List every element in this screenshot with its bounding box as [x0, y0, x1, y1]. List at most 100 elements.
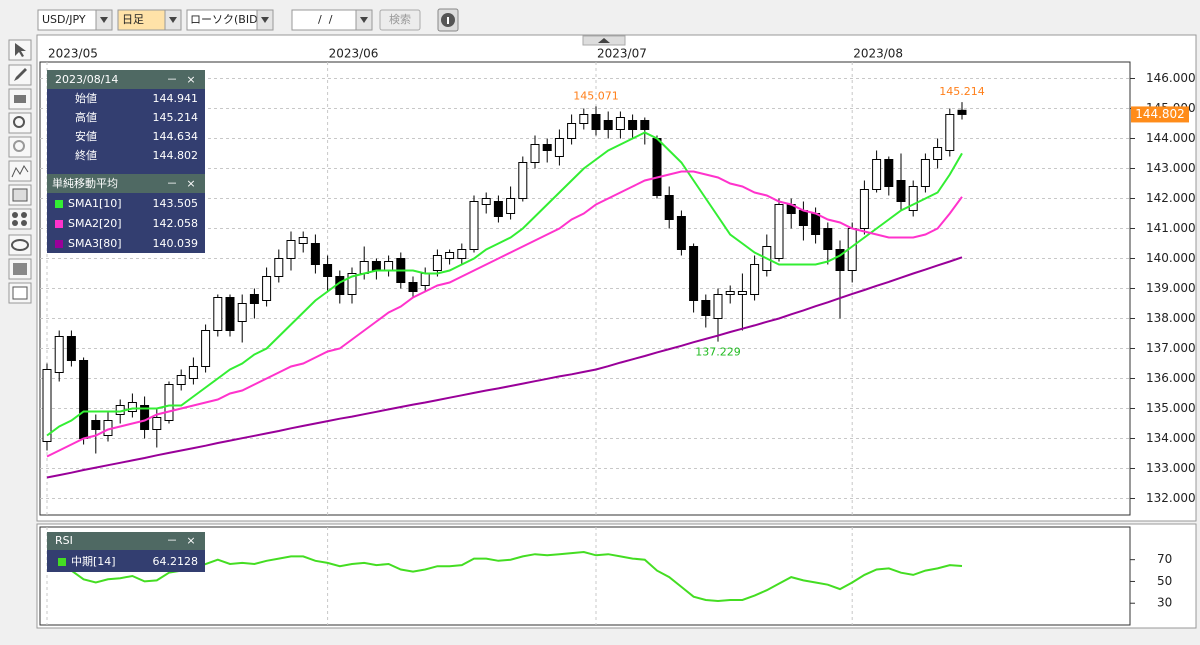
panel-header — [47, 174, 205, 193]
series-line — [46, 131, 963, 437]
minimize-button[interactable]: － — [167, 73, 178, 86]
candle-body — [859, 189, 869, 229]
rsi-info-panel: RSI － × 中期[14] 64.2128 — [47, 532, 205, 572]
icon — [11, 165, 29, 178]
icon — [13, 116, 25, 128]
close-button[interactable]: × — [186, 534, 195, 547]
ohlc-value: 144.802 — [153, 149, 199, 162]
tool-button[interactable] — [8, 112, 32, 134]
candle-body — [493, 201, 503, 217]
tool-icons — [11, 43, 29, 300]
candle-body — [91, 420, 101, 430]
legend-swatch — [58, 558, 66, 566]
tool-button[interactable] — [8, 234, 32, 256]
candle-body — [933, 147, 943, 160]
candle-body — [310, 243, 320, 265]
icon — [15, 43, 26, 57]
close-button[interactable]: × — [186, 177, 195, 190]
candle-body — [274, 258, 284, 277]
tool-button[interactable] — [8, 208, 32, 230]
y-tick-label: 30 — [1157, 596, 1172, 610]
candle-body — [872, 159, 882, 190]
dropdown-arrow — [169, 17, 177, 23]
candle-body — [908, 186, 918, 211]
y-tick-label: 134.000 — [1146, 431, 1196, 445]
candle-body — [457, 249, 467, 259]
legend-name: SMA1[10] — [68, 197, 122, 210]
icon — [13, 140, 25, 152]
plot: 146.000145.000144.000143.000142.000141.0… — [40, 47, 1196, 625]
symbol: USD/JPY — [42, 13, 86, 26]
candle-body — [469, 201, 479, 250]
timeframe: 日足 — [122, 13, 144, 26]
legend-swatch — [55, 240, 63, 248]
legend-name: 中期[14] — [71, 555, 116, 568]
candle-body — [506, 198, 516, 214]
minimize-button[interactable]: － — [167, 177, 178, 190]
legend-name: SMA2[20] — [68, 217, 122, 230]
sma-title: 単純移動平均 — [52, 176, 118, 190]
candle-body — [54, 336, 64, 373]
candle-body — [542, 144, 552, 151]
candle-body — [298, 237, 308, 244]
last-price-label: 144.802 — [1135, 107, 1185, 121]
candle-body — [640, 120, 650, 130]
tool-button[interactable] — [8, 136, 32, 158]
ohlc-label: 高値 — [75, 110, 97, 124]
y-tick-label: 142.000 — [1146, 191, 1196, 205]
legend-value: 143.505 — [153, 197, 199, 210]
candle-body — [66, 336, 76, 361]
candle-body — [628, 120, 638, 130]
candle-body — [530, 144, 540, 163]
candle-body — [201, 330, 211, 367]
icon — [12, 286, 28, 300]
panel-header — [47, 70, 205, 89]
candle-body — [591, 114, 601, 130]
legend-name: SMA3[80] — [68, 237, 122, 250]
icon — [21, 220, 27, 226]
candle-body — [725, 291, 735, 295]
ohlc-label: 安値 — [75, 129, 97, 143]
close-button[interactable]: × — [186, 73, 195, 86]
candle-body — [567, 123, 577, 139]
series-line — [46, 256, 963, 479]
candle-body — [249, 294, 259, 304]
candle-body — [701, 300, 711, 316]
icon — [13, 263, 27, 275]
candle-body — [347, 273, 357, 295]
candle-body — [798, 210, 808, 226]
candle-body — [554, 138, 564, 157]
legend-swatch — [55, 220, 63, 228]
dropdown-arrow — [100, 17, 108, 23]
y-tick-label: 143.000 — [1146, 161, 1196, 175]
search-button[interactable] — [379, 9, 421, 31]
tool-button[interactable] — [8, 160, 32, 182]
ohlc-value: 144.941 — [153, 92, 199, 105]
legend-value: 140.039 — [153, 237, 199, 250]
x-tick-label: 2023/05 — [48, 47, 98, 61]
rsi-panel — [36, 523, 1197, 629]
y-tick-label: 138.000 — [1146, 311, 1196, 325]
minimize-button[interactable]: － — [167, 534, 178, 547]
last-price-box — [1131, 106, 1189, 123]
candle-body — [42, 369, 52, 442]
candle-body — [481, 198, 491, 205]
info-icon-glyph — [447, 17, 449, 24]
candle-body — [176, 375, 186, 385]
y-tick-label: 146.000 — [1146, 71, 1196, 85]
ohlc-label: 始値 — [75, 91, 97, 105]
y-tick-label: 141.000 — [1146, 221, 1196, 235]
x-tick-label: 2023/08 — [853, 47, 903, 61]
icon — [12, 212, 18, 218]
candle-body — [323, 264, 333, 277]
y-tick-label: 137.000 — [1146, 341, 1196, 355]
ohlc-label: 終値 — [75, 148, 97, 162]
legend-value: 64.2128 — [153, 555, 199, 568]
trough-label: 137.229 — [695, 346, 741, 359]
candle-body — [957, 109, 967, 115]
icon — [12, 220, 18, 226]
icon — [12, 188, 28, 202]
candle-body — [920, 159, 930, 187]
legend-value: 142.058 — [153, 217, 199, 230]
icon — [14, 95, 26, 103]
